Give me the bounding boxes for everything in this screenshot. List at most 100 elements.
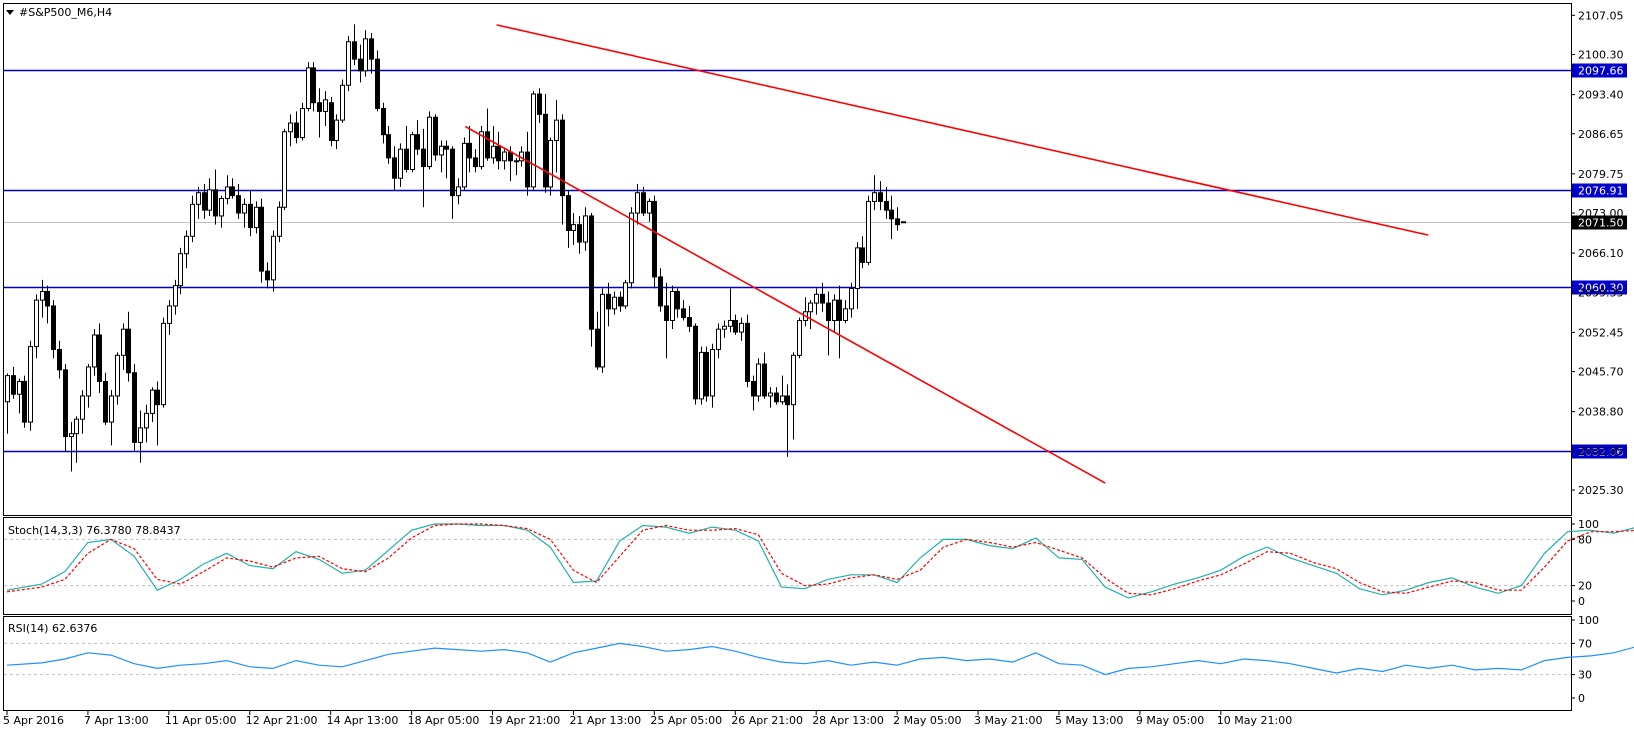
x-tick-label: 9 May 05:00 xyxy=(1136,714,1204,727)
candle xyxy=(658,268,663,312)
candle xyxy=(213,169,218,225)
candle xyxy=(138,410,143,463)
candle-body-bull xyxy=(69,433,74,438)
candle xyxy=(294,111,299,144)
candle-body-bull xyxy=(716,328,721,351)
x-tick-label: 2 May 05:00 xyxy=(893,714,961,727)
candle xyxy=(410,131,415,173)
candle-body-bear xyxy=(762,363,767,397)
candle-body-bull xyxy=(456,186,461,197)
candle-body-bear xyxy=(369,38,374,60)
candle xyxy=(352,24,357,65)
candle xyxy=(485,108,490,161)
stoch-y-tick-label: 0 xyxy=(1578,595,1585,608)
y-tick-label: 2107.05 xyxy=(1578,9,1624,22)
candle xyxy=(589,213,594,347)
candle xyxy=(144,404,149,443)
candle xyxy=(288,114,293,147)
level-price-tag xyxy=(1572,280,1627,295)
candle-body-bear xyxy=(103,380,108,423)
candle-body-bull xyxy=(74,418,79,435)
candle-body-bull xyxy=(40,290,45,301)
rsi-y-tick-label: 70 xyxy=(1578,637,1592,650)
candle xyxy=(97,323,102,394)
candle xyxy=(427,111,432,170)
candle xyxy=(421,128,426,208)
candle xyxy=(334,114,339,150)
y-axis-layer: 2107.05 2100.30 2093.40 2086.65 2079.75 2073.… xyxy=(1571,9,1624,705)
candle xyxy=(415,120,420,155)
candle xyxy=(577,215,582,254)
candle xyxy=(346,35,351,92)
candle xyxy=(74,416,79,463)
candle-body-bear xyxy=(566,195,571,231)
candle xyxy=(797,317,802,359)
candle-body-bull xyxy=(722,325,727,330)
candle-body-bear xyxy=(884,200,889,211)
candle-body-bull xyxy=(34,299,39,348)
candle-body-bear xyxy=(421,148,426,168)
candle-body-bear xyxy=(259,206,264,272)
candle xyxy=(774,387,779,405)
candle xyxy=(814,288,819,315)
candle xyxy=(375,50,380,112)
candle xyxy=(300,102,305,141)
candle xyxy=(837,285,842,359)
candle-body-bear xyxy=(404,148,409,170)
candle xyxy=(329,96,334,147)
candle xyxy=(381,102,386,144)
candle-body-bull xyxy=(791,354,796,406)
candle-body-bear xyxy=(652,200,657,278)
candle-body-bull xyxy=(340,84,345,121)
candle xyxy=(612,291,617,315)
candle xyxy=(595,311,600,370)
candle-body-bull xyxy=(144,412,149,429)
candle xyxy=(398,143,403,187)
y-tick-label: 2079.75 xyxy=(1578,168,1624,181)
candle-body-bull xyxy=(554,119,559,141)
candle-body-bull xyxy=(207,189,212,211)
candle-body-bull xyxy=(150,389,155,414)
candle xyxy=(103,372,108,425)
candle xyxy=(392,146,397,190)
candle-body-bull xyxy=(363,38,368,72)
candle xyxy=(878,181,883,211)
candle xyxy=(121,323,126,370)
candle xyxy=(895,207,900,231)
candle xyxy=(254,201,259,234)
candle-body-bear xyxy=(525,151,530,188)
candle-body-bear xyxy=(687,317,692,327)
candle-body-bear xyxy=(860,247,865,263)
menu-triangle-icon[interactable] xyxy=(6,10,14,15)
candle-body-bear xyxy=(785,395,790,406)
level-price-label: 2032.06 xyxy=(1578,446,1624,459)
candle xyxy=(803,297,808,327)
stoch-y-tick-label: 100 xyxy=(1578,518,1599,531)
x-tick-label: 19 Apr 21:00 xyxy=(489,714,561,727)
candle-body-bear xyxy=(820,293,825,304)
candle xyxy=(791,352,796,440)
y-tick-label: 2066.10 xyxy=(1578,247,1624,260)
candle xyxy=(22,375,27,428)
candle-body-bear xyxy=(22,380,27,423)
x-tick-label: 3 May 21:00 xyxy=(974,714,1042,727)
candle-body-bull xyxy=(109,395,114,423)
candle xyxy=(860,236,865,269)
candle-body-bear xyxy=(265,270,270,281)
horizontal-levels: 2097.66 2076.91 2060.30 2032.06 2071.50 xyxy=(4,63,1627,459)
candle xyxy=(259,198,264,283)
candle-body-bear xyxy=(745,322,750,382)
candle-body-bear xyxy=(381,108,386,136)
candle-body-bull xyxy=(196,192,201,205)
rsi-y-tick-label: 100 xyxy=(1578,614,1599,627)
candle-body-bull xyxy=(277,206,282,237)
candle-body-bear xyxy=(473,157,478,168)
candle xyxy=(51,300,56,359)
candle-body-bull xyxy=(901,221,906,224)
candles-layer xyxy=(5,24,906,472)
candle-body-bull xyxy=(699,351,704,400)
candle-body-bull xyxy=(531,93,536,188)
candle xyxy=(369,33,374,74)
candle-body-bear xyxy=(11,375,16,395)
current-price-tag xyxy=(1572,215,1627,230)
